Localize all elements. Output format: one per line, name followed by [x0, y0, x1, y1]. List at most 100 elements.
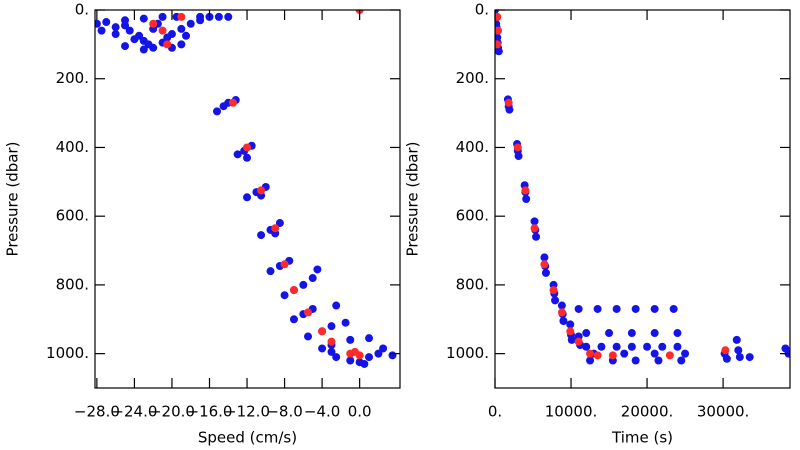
- y-tick-label: 600.: [456, 207, 489, 225]
- data-point: [495, 40, 502, 49]
- data-point: [734, 346, 743, 355]
- x-tick-label: −28.0: [74, 403, 120, 421]
- data-point: [360, 359, 369, 368]
- x-tick-label: −12.0: [224, 403, 270, 421]
- data-point: [735, 353, 744, 362]
- data-point: [521, 186, 530, 195]
- y-tick-label: 1000.: [446, 344, 489, 362]
- data-point: [540, 253, 549, 262]
- data-point: [365, 353, 374, 362]
- data-point: [557, 308, 566, 317]
- data-point: [582, 329, 591, 338]
- data-point: [341, 318, 350, 327]
- data-point: [177, 24, 186, 33]
- data-point: [612, 342, 621, 351]
- data-point: [149, 43, 158, 52]
- data-point: [681, 349, 690, 358]
- x-tick-label: 0.: [488, 403, 502, 421]
- y-tick-label: 0.: [75, 1, 89, 19]
- x-tick-label: 20000.: [621, 403, 674, 421]
- data-point: [574, 337, 583, 346]
- data-point: [177, 12, 186, 21]
- y-tick-label: 1000.: [46, 344, 89, 362]
- data-point: [495, 19, 501, 28]
- data-point: [650, 304, 659, 313]
- data-point: [586, 349, 595, 358]
- data-point: [233, 150, 242, 159]
- x-axis-label: Speed (cm/s): [198, 429, 297, 447]
- data-point: [532, 232, 541, 241]
- data-point: [121, 42, 130, 51]
- data-point: [495, 12, 502, 21]
- data-point: [257, 186, 266, 195]
- data-point: [163, 40, 172, 49]
- data-point: [677, 356, 686, 365]
- data-point: [214, 12, 223, 21]
- data-point: [318, 327, 327, 336]
- data-point: [557, 301, 566, 310]
- data-point: [650, 349, 659, 358]
- data-point: [658, 342, 667, 351]
- data-point: [631, 304, 640, 313]
- data-point: [513, 143, 522, 152]
- x-tick-label: −8.0: [266, 403, 302, 421]
- data-point: [243, 143, 252, 152]
- data-point: [167, 30, 176, 39]
- plot-frame: [494, 9, 791, 389]
- data-point: [224, 12, 233, 21]
- data-point: [130, 35, 139, 44]
- y-tick-label: 400.: [456, 138, 489, 156]
- panel: −28.0−24.0−20.0−16.0−12.0−8.0 −4.0 0.0 0. 20…: [4, 1, 401, 447]
- y-axis-label: Pressure (dbar): [404, 142, 422, 257]
- data-point: [593, 304, 602, 313]
- y-tick-label: 800.: [456, 275, 489, 293]
- data-point: [388, 351, 397, 360]
- data-point: [257, 231, 266, 240]
- data-point: [213, 107, 221, 116]
- data-point: [582, 342, 591, 351]
- y-tick-label: 200.: [456, 69, 489, 87]
- y-tick-label: 0.: [475, 1, 489, 19]
- data-point: [586, 356, 595, 365]
- data-point: [327, 322, 336, 331]
- data-point: [665, 351, 674, 360]
- data-point: [243, 153, 252, 162]
- data-point: [530, 224, 539, 233]
- data-point: [593, 351, 602, 360]
- data-point: [673, 342, 682, 351]
- data-point: [313, 265, 322, 274]
- data-point: [139, 14, 148, 23]
- data-point: [149, 19, 158, 28]
- data-point: [608, 351, 617, 360]
- data-point: [332, 353, 341, 362]
- y-tick-label: 200.: [56, 69, 89, 87]
- data-point: [102, 18, 111, 27]
- data-point: [318, 344, 327, 353]
- data-point: [266, 267, 275, 276]
- data-point: [530, 217, 539, 226]
- data-point: [650, 329, 659, 338]
- data-point: [631, 356, 640, 365]
- data-point: [332, 301, 341, 310]
- data-point: [308, 274, 317, 283]
- data-point: [346, 356, 355, 365]
- data-point: [495, 47, 503, 56]
- data-point: [271, 224, 280, 233]
- data-point: [722, 354, 731, 363]
- data-point: [228, 98, 237, 107]
- y-tick-label: 800.: [56, 275, 89, 293]
- data-point: [177, 40, 186, 49]
- data-point: [280, 291, 289, 300]
- points: [95, 10, 397, 368]
- data-point: [304, 308, 313, 317]
- data-point: [504, 98, 513, 107]
- data-point: [669, 304, 678, 313]
- y-tick-label: 600.: [56, 207, 89, 225]
- data-point: [243, 193, 252, 202]
- data-point: [541, 268, 550, 277]
- data-point: [643, 342, 652, 351]
- data-point: [289, 286, 298, 295]
- data-point: [304, 332, 313, 341]
- data-point: [495, 26, 503, 35]
